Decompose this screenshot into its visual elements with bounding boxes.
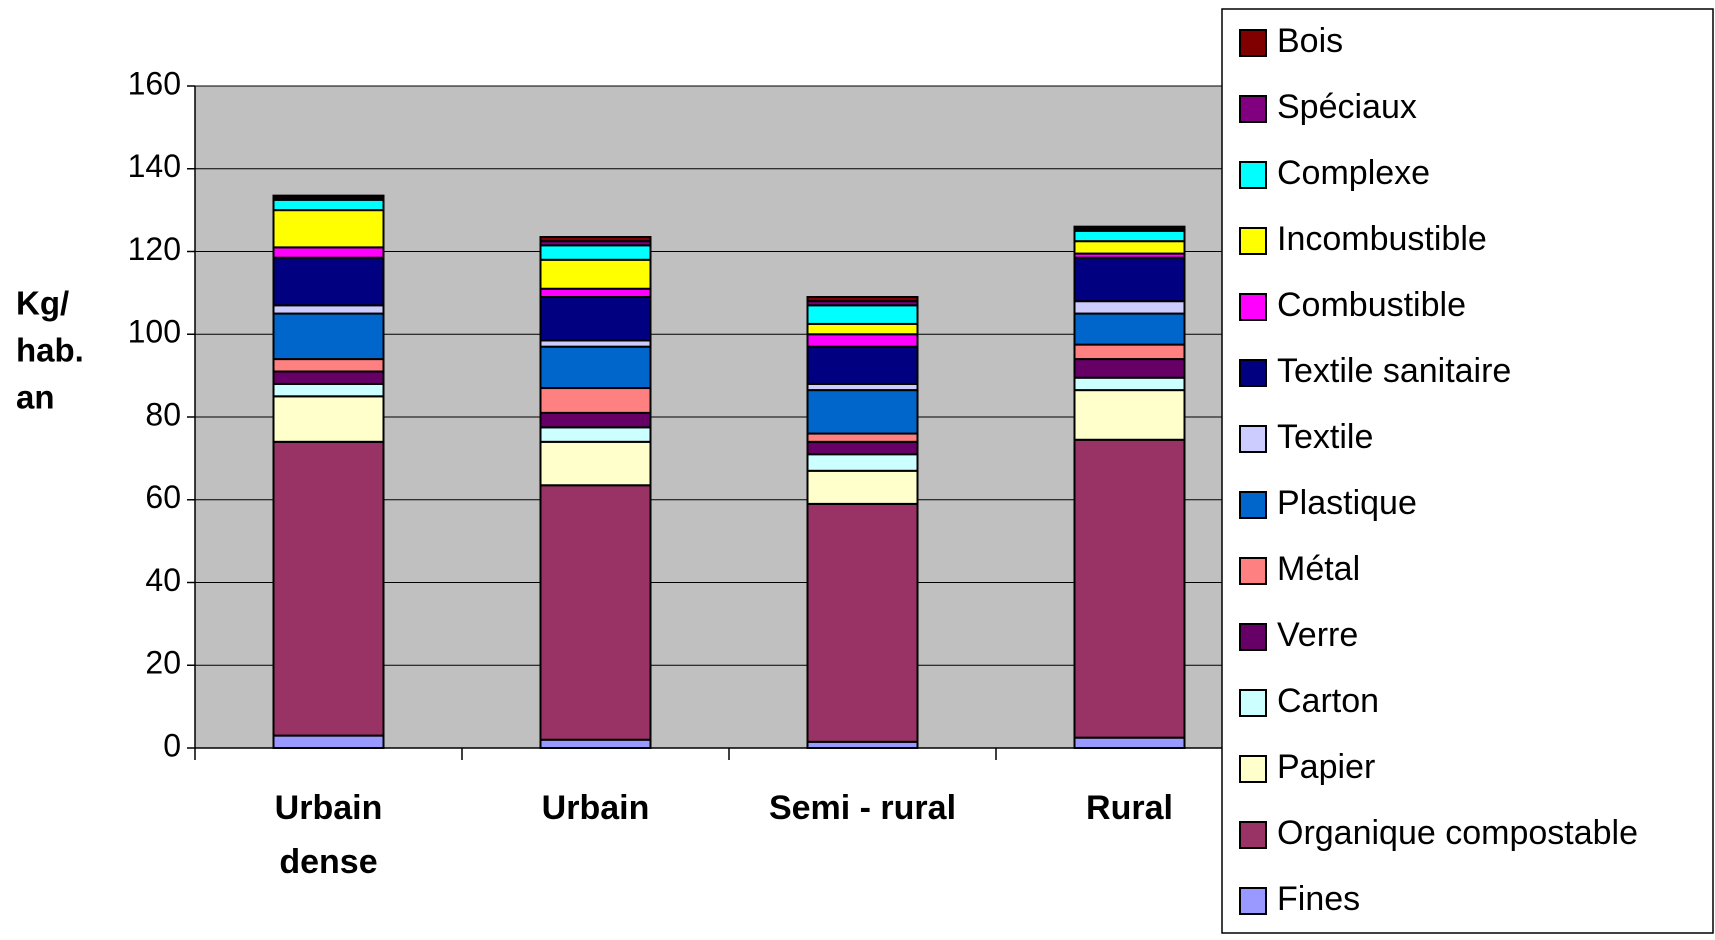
bar-segment bbox=[539, 345, 652, 390]
legend-label: Textile bbox=[1277, 418, 1373, 456]
legend-swatch bbox=[1239, 95, 1267, 123]
bar-segment bbox=[806, 453, 919, 472]
y-tick-label: 100 bbox=[128, 314, 181, 350]
legend-label: Spéciaux bbox=[1277, 88, 1417, 126]
y-tick-label: 160 bbox=[128, 65, 181, 101]
bar-segment bbox=[1073, 256, 1186, 303]
bar-segment bbox=[272, 256, 385, 307]
x-tick-label: dense bbox=[279, 843, 377, 881]
bar-segment bbox=[806, 432, 919, 443]
legend-label: Métal bbox=[1277, 550, 1360, 588]
x-tick-label: Urbain bbox=[542, 789, 650, 827]
bar-segment bbox=[1073, 736, 1186, 749]
bar-segment bbox=[539, 484, 652, 741]
bar-segment bbox=[272, 358, 385, 373]
bar-segment bbox=[1073, 389, 1186, 441]
bar-segment bbox=[272, 198, 385, 212]
bar-segment bbox=[539, 296, 652, 342]
bar-segment bbox=[1073, 300, 1186, 315]
y-tick-label: 140 bbox=[128, 148, 181, 184]
legend-box bbox=[1221, 8, 1714, 934]
legend-swatch bbox=[1239, 887, 1267, 915]
x-tick-label: Urbain bbox=[275, 789, 383, 827]
bar-segment bbox=[1073, 376, 1186, 392]
bar-segment bbox=[806, 333, 919, 348]
y-tick-label: 80 bbox=[145, 396, 181, 432]
legend-swatch bbox=[1239, 29, 1267, 57]
legend-label: Bois bbox=[1277, 22, 1343, 60]
legend-label: Verre bbox=[1277, 616, 1358, 654]
bar-segment bbox=[272, 304, 385, 315]
legend-swatch bbox=[1239, 425, 1267, 453]
bar-segment bbox=[1073, 312, 1186, 346]
bar-segment bbox=[539, 440, 652, 487]
bar-segment bbox=[1073, 343, 1186, 361]
bar-segment bbox=[806, 322, 919, 336]
bar-segment bbox=[1073, 240, 1186, 255]
legend-swatch bbox=[1239, 227, 1267, 255]
y-tick-label: 120 bbox=[128, 231, 181, 267]
x-tick-label: Semi - rural bbox=[769, 789, 956, 827]
bar-segment bbox=[806, 389, 919, 435]
bar-segment bbox=[272, 382, 385, 398]
bar-segment bbox=[806, 296, 919, 303]
legend-swatch bbox=[1239, 161, 1267, 189]
legend-label: Plastique bbox=[1277, 484, 1417, 522]
bar-segment bbox=[1073, 225, 1186, 230]
y-tick-label: 20 bbox=[145, 645, 181, 681]
bar-segment bbox=[272, 194, 385, 199]
bar-segment bbox=[272, 246, 385, 259]
legend-label: Papier bbox=[1277, 748, 1375, 786]
legend-swatch bbox=[1239, 755, 1267, 783]
bar-segment bbox=[806, 440, 919, 456]
y-tick-label: 60 bbox=[145, 479, 181, 515]
bar-segment bbox=[539, 738, 652, 749]
legend-label: Incombustible bbox=[1277, 220, 1487, 258]
legend-swatch bbox=[1239, 623, 1267, 651]
bar-segment bbox=[539, 236, 652, 243]
y-axis-label: an bbox=[16, 379, 55, 416]
bar-segment bbox=[1073, 438, 1186, 739]
legend-label: Textile sanitaire bbox=[1277, 352, 1511, 390]
bar-segment bbox=[272, 440, 385, 737]
bar-segment bbox=[539, 426, 652, 443]
legend-label: Organique compostable bbox=[1277, 814, 1638, 852]
y-tick-label: 40 bbox=[145, 562, 181, 598]
legend-label: Fines bbox=[1277, 880, 1360, 918]
y-axis-label: Kg/ bbox=[16, 285, 69, 322]
bar-segment bbox=[272, 370, 385, 385]
bar-segment bbox=[1073, 358, 1186, 379]
legend-swatch bbox=[1239, 689, 1267, 717]
bar-segment bbox=[539, 411, 652, 429]
bar-segment bbox=[539, 287, 652, 299]
bar-segment bbox=[272, 395, 385, 443]
legend-swatch bbox=[1239, 557, 1267, 585]
bar-segment bbox=[1073, 229, 1186, 243]
bar-segment bbox=[539, 387, 652, 414]
y-axis-label: hab. bbox=[16, 332, 84, 369]
bar-segment bbox=[806, 502, 919, 743]
bar-segment bbox=[806, 304, 919, 325]
y-tick-label: 0 bbox=[163, 727, 181, 763]
bar-segment bbox=[272, 209, 385, 249]
legend-label: Carton bbox=[1277, 682, 1379, 720]
bar-segment bbox=[806, 345, 919, 385]
bar-segment bbox=[806, 469, 919, 505]
legend-swatch bbox=[1239, 359, 1267, 387]
legend-swatch bbox=[1239, 491, 1267, 519]
legend-label: Combustible bbox=[1277, 286, 1466, 324]
bar-segment bbox=[539, 258, 652, 290]
legend-swatch bbox=[1239, 293, 1267, 321]
legend-label: Complexe bbox=[1277, 154, 1430, 192]
bar-segment bbox=[272, 734, 385, 750]
bar-segment bbox=[539, 244, 652, 261]
legend-swatch bbox=[1239, 821, 1267, 849]
bar-segment bbox=[272, 312, 385, 361]
x-tick-label: Rural bbox=[1086, 789, 1173, 827]
